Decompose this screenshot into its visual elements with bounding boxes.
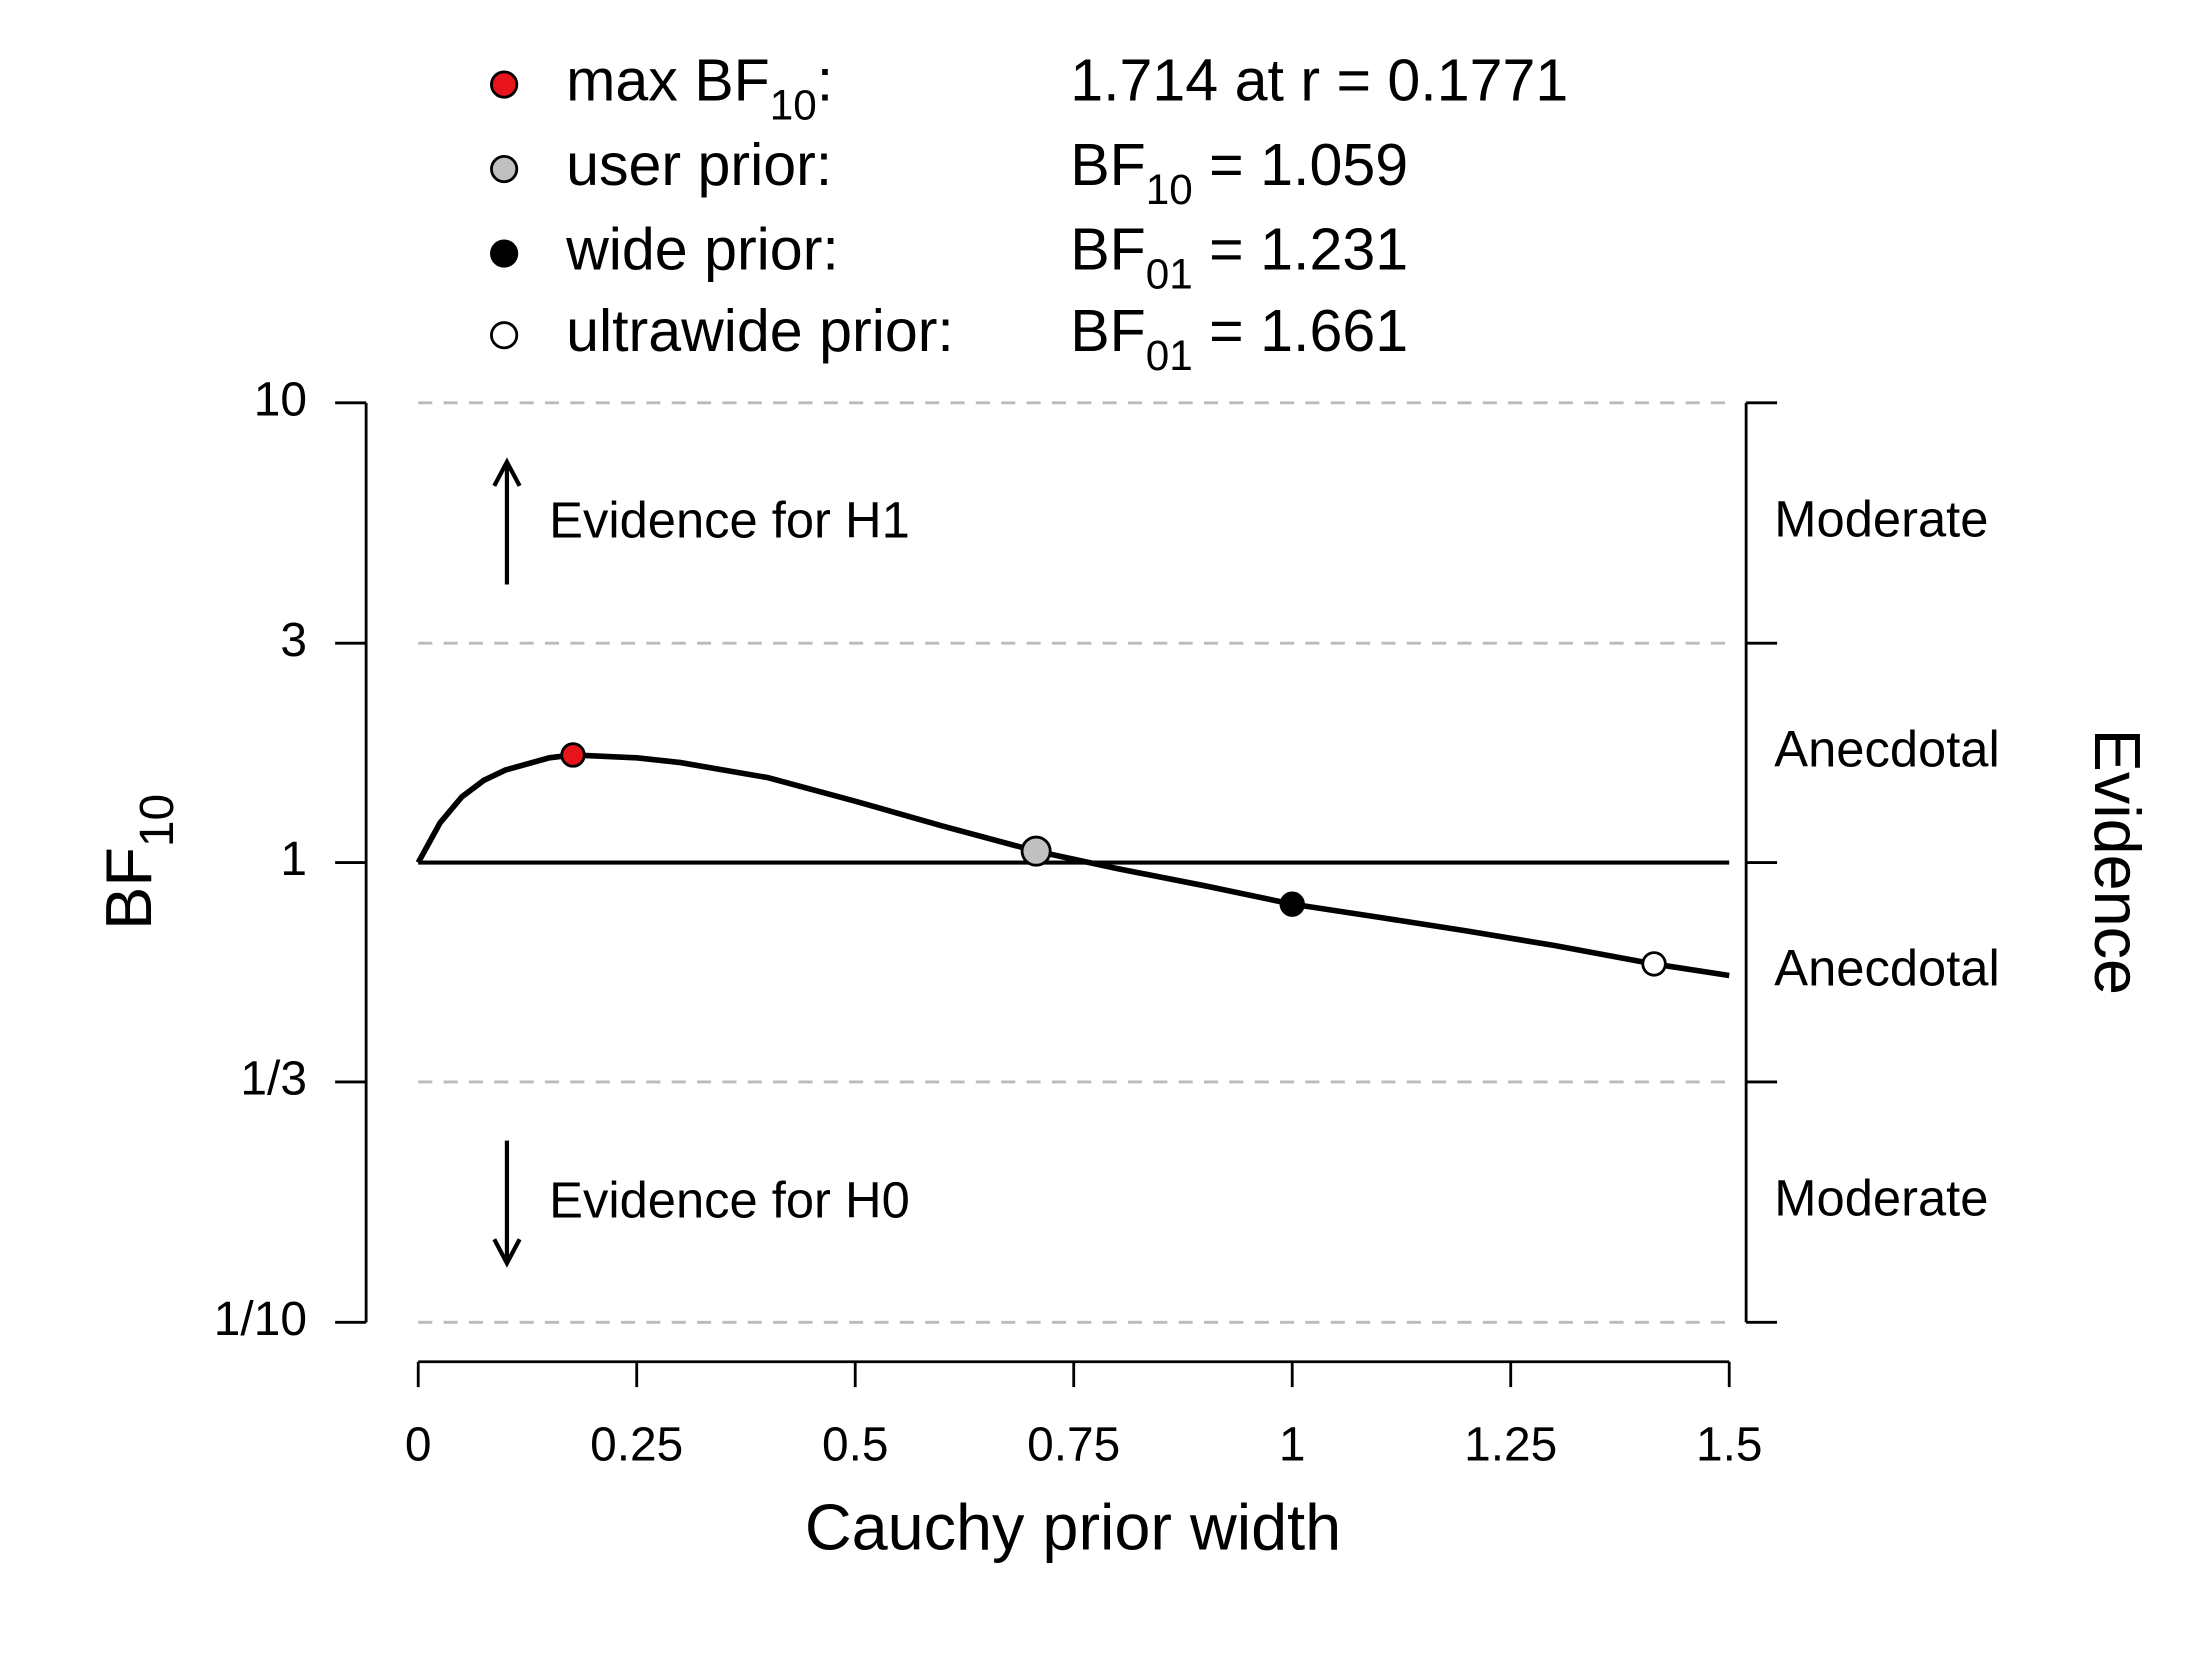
evidence-label: Anecdotal — [1774, 940, 1999, 997]
y-tick-label: 3 — [280, 614, 307, 667]
arrow-head — [492, 457, 522, 487]
legend-label: max BF10: — [566, 46, 833, 128]
x-tick-label: 0.75 — [1027, 1418, 1120, 1471]
text-part: 10 — [1146, 166, 1193, 213]
legend-marker — [490, 321, 519, 350]
text-part: BF — [1070, 215, 1146, 282]
legend-value: 1.714 at r = 0.1771 — [1070, 46, 1568, 113]
text-part: 10 — [770, 81, 817, 128]
evidence-label: Moderate — [1774, 1170, 1988, 1227]
legend-label: wide prior: — [565, 215, 839, 282]
prior-point — [1641, 951, 1667, 977]
evidence-label: Moderate — [1774, 490, 1988, 547]
legend-marker — [490, 70, 519, 99]
x-tick-label: 0 — [405, 1418, 432, 1471]
y-tick-label: 1 — [280, 833, 307, 886]
text-part: 10 — [131, 794, 184, 847]
text-part: 1.714 at r = 0.1771 — [1070, 46, 1568, 113]
text-part: BF — [92, 847, 165, 930]
arrow-head — [492, 1238, 522, 1268]
text-part: ultrawide prior: — [566, 297, 954, 364]
y-tick-label: 10 — [254, 373, 307, 426]
legend-label: ultrawide prior: — [566, 297, 954, 364]
text-part: wide prior: — [565, 215, 839, 282]
y-tick-label: 1/10 — [214, 1293, 307, 1346]
annotation: Evidence for H1 — [549, 491, 910, 548]
y-axis-title: BF10 — [92, 794, 184, 930]
text-part: = 1.661 — [1193, 297, 1408, 364]
legend-label: user prior: — [566, 131, 832, 198]
text-part: max BF — [566, 46, 770, 113]
prior-point — [560, 742, 586, 768]
x-tick-label: 1 — [1279, 1418, 1306, 1471]
x-axis-title: Cauchy prior width — [805, 1490, 1341, 1563]
right-axis-title: Evidence — [2081, 729, 2154, 995]
legend-value: BF01 = 1.661 — [1070, 297, 1408, 379]
text-part: BF — [1070, 297, 1146, 364]
text-part: BF — [1070, 131, 1146, 198]
prior-point — [1020, 835, 1052, 867]
x-tick-label: 1.5 — [1696, 1418, 1763, 1471]
text-part: user prior: — [566, 131, 832, 198]
y-tick-label: 1/3 — [240, 1053, 307, 1106]
text-part: 01 — [1146, 250, 1193, 297]
legend-marker — [490, 239, 519, 268]
text-part: : — [817, 46, 833, 113]
x-tick-label: 1.25 — [1464, 1418, 1557, 1471]
x-tick-label: 0.25 — [590, 1418, 683, 1471]
curve — [415, 752, 1730, 979]
legend-value: BF01 = 1.231 — [1070, 215, 1408, 297]
text-part: 01 — [1146, 332, 1193, 379]
x-tick-label: 0.5 — [822, 1418, 889, 1471]
annotation: Evidence for H0 — [549, 1171, 910, 1228]
legend-marker — [490, 154, 519, 184]
evidence-label: Anecdotal — [1774, 720, 1999, 777]
legend-value: BF10 = 1.059 — [1070, 131, 1408, 213]
prior-point — [1279, 891, 1305, 917]
text-part: = 1.231 — [1193, 215, 1408, 282]
text-part: = 1.059 — [1193, 131, 1408, 198]
